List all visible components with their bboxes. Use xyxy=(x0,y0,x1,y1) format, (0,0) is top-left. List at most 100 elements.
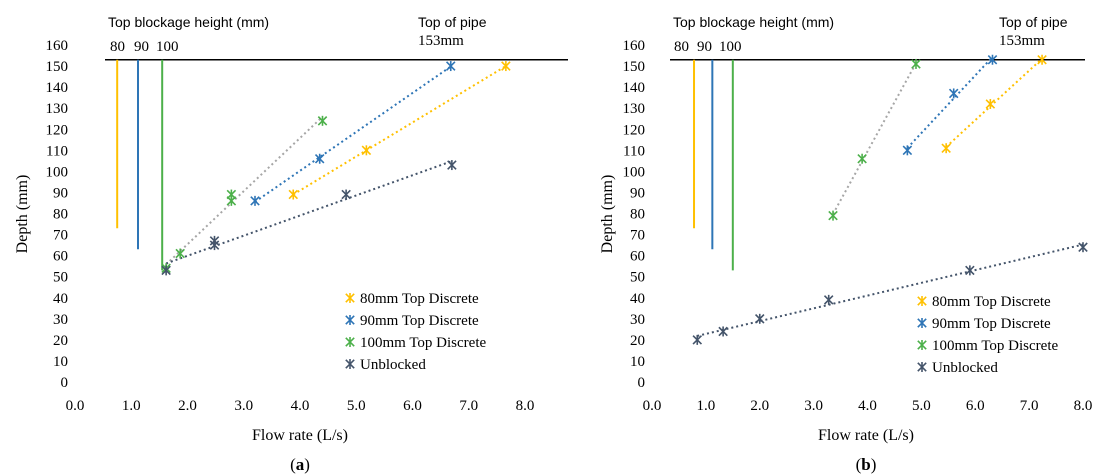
panel-a-blockage-100-label: 100 xyxy=(156,39,179,55)
panel-b-y-tick-label: 140 xyxy=(623,80,646,96)
panel-a-x-tick-label: 5.0 xyxy=(347,398,366,414)
panel-a-series-0-point xyxy=(501,61,511,72)
panel-a-series-3-point xyxy=(341,189,351,200)
panel-a-series-2-point xyxy=(317,115,328,126)
panel-a-series-0-point xyxy=(288,189,299,200)
panel-a-y-tick-label: 140 xyxy=(46,80,69,96)
panel-a-caption: (a) xyxy=(290,455,310,474)
panel-b-series-2-point xyxy=(857,153,867,164)
panel-b-legend-marker-1 xyxy=(917,318,927,328)
panel-b-x-tick-label: 2.0 xyxy=(750,398,769,414)
chart-panel-b: Top blockage height (mm) 80 90 100 Top o… xyxy=(599,14,1092,474)
panel-b-series-3-point xyxy=(692,334,703,345)
panel-a-y-tick-label: 40 xyxy=(53,291,68,307)
panel-b-legend-marker-3 xyxy=(917,362,927,372)
panel-b-y-tick-label: 90 xyxy=(630,185,645,201)
panel-a-y-tick-label: 0 xyxy=(61,375,69,391)
panel-b-x-tick-label: 1.0 xyxy=(697,398,716,414)
panel-a-legend-label-0: 80mm Top Discrete xyxy=(360,291,479,307)
panel-a-y-tick-label: 90 xyxy=(53,185,68,201)
panel-b-y-tick-label: 80 xyxy=(630,207,645,223)
panel-b-legend-label-3: Unblocked xyxy=(932,360,998,376)
panel-b-trendline-1 xyxy=(906,56,994,149)
panel-a-y-tick-label: 60 xyxy=(53,249,68,265)
panel-a-legend-label-3: Unblocked xyxy=(360,357,426,373)
panel-b-y-axis-label: Depth (mm) xyxy=(599,175,616,254)
panel-b-pipe-label-1: Top of pipe xyxy=(999,14,1068,30)
panel-b-series-3-point xyxy=(718,326,728,337)
panel-b-caption: (b) xyxy=(856,455,877,474)
panel-b-x-tick-label: 3.0 xyxy=(804,398,823,414)
panel-a-series-1-point xyxy=(314,153,325,164)
panel-a-trendline-1 xyxy=(254,65,452,203)
panel-b-series-3-point xyxy=(754,313,765,324)
panel-b-y-tick-label: 30 xyxy=(630,312,645,328)
panel-b-series-1-point xyxy=(902,145,913,156)
panel-a-legend-marker-2 xyxy=(345,337,355,347)
panel-b-y-tick-label: 10 xyxy=(630,354,645,370)
panel-b-y-tick-label: 100 xyxy=(623,164,646,180)
panel-a-x-axis-label: Flow rate (L/s) xyxy=(252,427,348,444)
panel-a-y-tick-label: 100 xyxy=(46,164,69,180)
panel-b-y-tick-label: 150 xyxy=(623,59,646,75)
panel-b-y-tick-label: 20 xyxy=(630,333,645,349)
panel-b-blockage-title: Top blockage height (mm) xyxy=(673,14,834,30)
panel-a-series-2-point xyxy=(175,248,185,259)
panel-a-series-2-point xyxy=(226,189,237,200)
panel-b-y-tick-label: 0 xyxy=(638,375,646,391)
panel-a-x-tick-label: 7.0 xyxy=(459,398,478,414)
panel-a-trendline-3 xyxy=(165,160,453,265)
panel-b-legend-label-0: 80mm Top Discrete xyxy=(932,294,1051,310)
panel-a-y-tick-label: 120 xyxy=(46,122,69,138)
panel-a-x-tick-label: 3.0 xyxy=(234,398,253,414)
panel-b-trendline-0 xyxy=(945,57,1043,148)
panel-a-y-tick-label: 160 xyxy=(46,38,69,54)
panel-b-series-0-point xyxy=(1037,54,1047,65)
panel-b-blockage-100-label: 100 xyxy=(719,39,742,55)
panel-a-y-tick-label: 110 xyxy=(46,143,68,159)
panel-a-series-3-point xyxy=(161,265,171,276)
panel-a-y-tick-label: 30 xyxy=(53,312,68,328)
panel-b-y-tick-label: 120 xyxy=(623,122,646,138)
panel-b-series-3-point xyxy=(1078,242,1088,253)
panel-b-legend-label-1: 90mm Top Discrete xyxy=(932,316,1051,332)
panel-b-blockage-90-label: 90 xyxy=(697,39,712,55)
panel-b-y-tick-label: 70 xyxy=(630,228,645,244)
panel-a-blockage-80-label: 80 xyxy=(110,39,125,55)
panel-a-y-tick-label: 150 xyxy=(46,59,69,75)
panel-a-series-1-point xyxy=(250,195,260,206)
panel-b-x-tick-label: 8.0 xyxy=(1074,398,1093,414)
panel-b-y-tick-label: 130 xyxy=(623,101,646,117)
panel-a-y-tick-label: 50 xyxy=(53,270,68,286)
panel-a-legend-label-2: 100mm Top Discrete xyxy=(360,335,486,351)
panel-b-series-1-point xyxy=(948,88,959,99)
panel-b-y-tick-label: 60 xyxy=(630,249,645,265)
panel-b-pipe-label-2: 153mm xyxy=(999,33,1045,49)
panel-a-legend-label-1: 90mm Top Discrete xyxy=(360,313,479,329)
panel-a-x-tick-label: 6.0 xyxy=(403,398,422,414)
panel-b-y-tick-label: 160 xyxy=(623,38,646,54)
chart-panel-a: Top blockage height (mm) 80 90 100 Top o… xyxy=(14,14,568,474)
panel-a-trendline-2 xyxy=(165,116,324,266)
panel-a-blockage-90-label: 90 xyxy=(134,39,149,55)
panel-a-legend-marker-3 xyxy=(345,359,355,369)
panel-b-x-tick-label: 0.0 xyxy=(643,398,662,414)
panel-b-series-2-point xyxy=(911,58,921,69)
panel-b-y-tick-label: 110 xyxy=(623,143,645,159)
panel-b-legend-label-2: 100mm Top Discrete xyxy=(932,338,1058,354)
panel-b-series-1-point xyxy=(987,54,998,65)
panel-b-series-3-point xyxy=(965,265,975,276)
panel-a-y-tick-label: 20 xyxy=(53,333,68,349)
panel-b-x-tick-label: 7.0 xyxy=(1020,398,1039,414)
panel-b-x-tick-label: 6.0 xyxy=(966,398,985,414)
panel-b-x-tick-label: 4.0 xyxy=(858,398,877,414)
panel-b-legend-marker-2 xyxy=(917,340,927,350)
panel-a-trendline-0 xyxy=(292,65,507,196)
panel-a-x-tick-label: 2.0 xyxy=(178,398,197,414)
panel-b-legend-marker-0 xyxy=(917,296,927,306)
panel-b-y-tick-label: 50 xyxy=(630,270,645,286)
panel-a-y-tick-label: 70 xyxy=(53,228,68,244)
panel-b-blockage-80-label: 80 xyxy=(674,39,689,55)
panel-b-trendline-2 xyxy=(832,62,917,215)
panel-b-series-0-point xyxy=(941,143,951,154)
